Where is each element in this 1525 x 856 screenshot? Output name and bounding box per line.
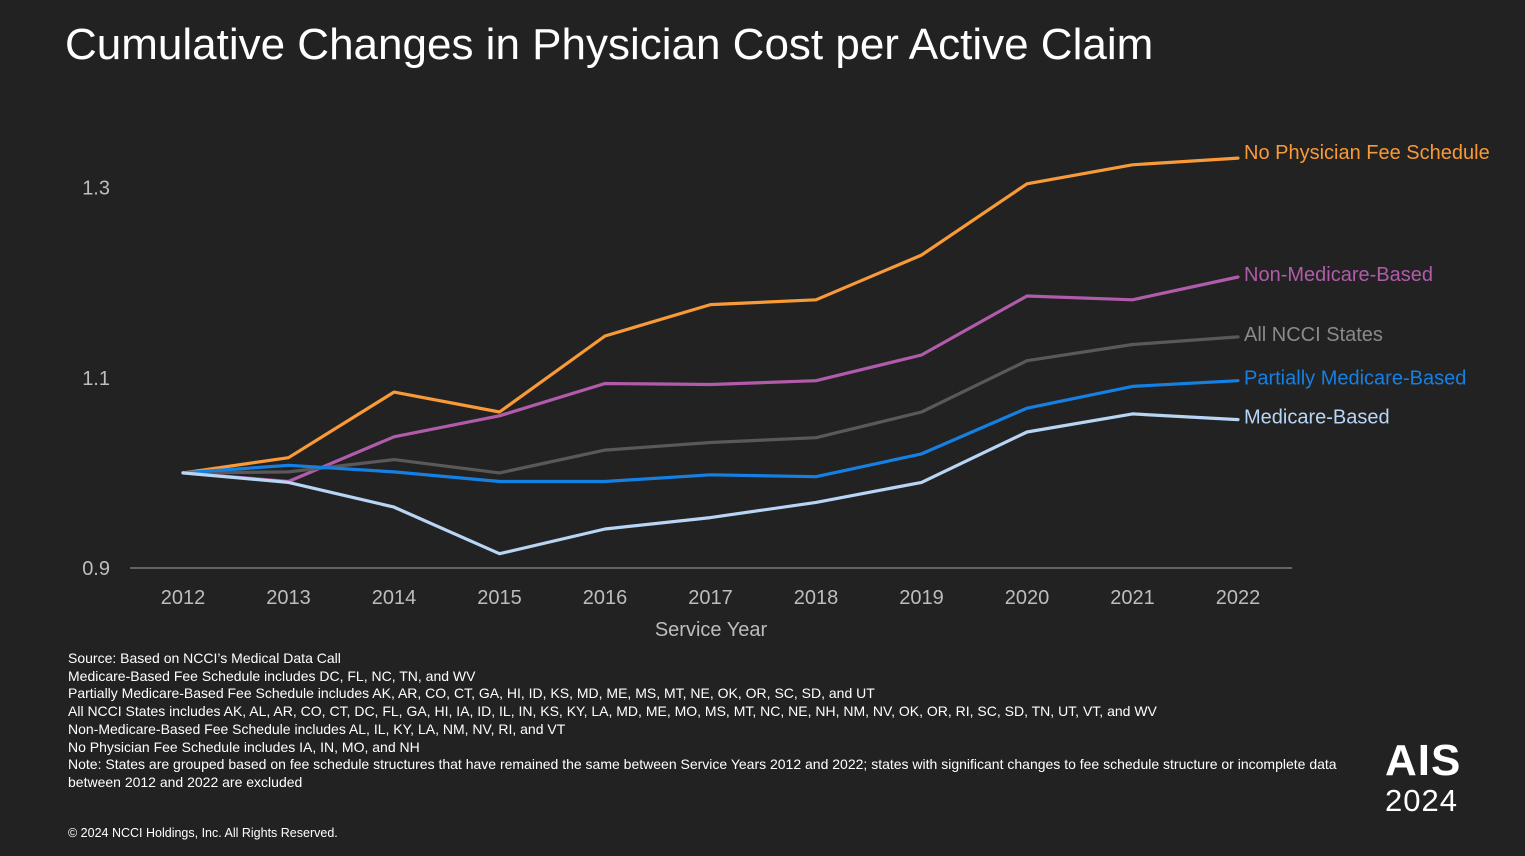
series-label: No Physician Fee Schedule <box>1244 142 1490 164</box>
x-tick-label: 2018 <box>794 587 839 609</box>
x-tick-label: 2013 <box>266 587 311 609</box>
series-label: Medicare-Based <box>1244 407 1390 429</box>
x-tick-label: 2016 <box>583 587 628 609</box>
line-chart: 0.9 1.1 1.3 2012 2013 2014 2015 2016 2017 2018 201… <box>82 142 1490 641</box>
x-tick-label: 2017 <box>688 587 733 609</box>
note-all-ncci: All NCCI States includes AK, AL, AR, CO,… <box>68 703 1157 720</box>
logo-name: AIS <box>1385 736 1462 785</box>
x-tick-label: 2019 <box>899 587 944 609</box>
note-exclusions: Note: States are grouped based on fee sc… <box>68 756 1337 790</box>
series-line <box>181 156 1240 475</box>
series-line <box>181 275 1240 484</box>
logo-year: 2024 <box>1385 783 1458 818</box>
note-medicare-based: Medicare-Based Fee Schedule includes DC,… <box>68 667 476 684</box>
chart-title: Cumulative Changes in Physician Cost per… <box>65 20 1154 69</box>
ais-logo: AIS 2024 <box>1385 738 1485 818</box>
series-line <box>181 335 1240 475</box>
x-tick-label: 2014 <box>372 587 417 609</box>
chart-notes: Source: Based on NCCI’s Medical Data Cal… <box>68 650 1368 792</box>
note-source: Source: Based on NCCI’s Medical Data Cal… <box>68 650 341 666</box>
y-tick-label: 1.1 <box>82 368 110 390</box>
note-no-fee-schedule: No Physician Fee Schedule includes IA, I… <box>68 738 420 755</box>
copyright: © 2024 NCCI Holdings, Inc. All Rights Re… <box>68 826 338 840</box>
x-tick-label: 2020 <box>1005 587 1050 609</box>
y-tick-label: 0.9 <box>82 558 110 580</box>
series-label: Partially Medicare-Based <box>1244 368 1466 390</box>
x-axis-label: Service Year <box>655 619 768 641</box>
series-line <box>181 412 1240 556</box>
x-tick-label: 2021 <box>1110 587 1155 609</box>
x-tick-label: 2012 <box>161 587 206 609</box>
note-non-medicare-based: Non-Medicare-Based Fee Schedule includes… <box>68 720 566 737</box>
x-tick-label: 2022 <box>1216 587 1261 609</box>
note-partially-medicare-based: Partially Medicare-Based Fee Schedule in… <box>68 685 875 702</box>
series-line <box>181 379 1240 484</box>
y-tick-label: 1.3 <box>82 178 110 200</box>
series-label: Non-Medicare-Based <box>1244 264 1433 286</box>
series-label: All NCCI States <box>1244 324 1383 346</box>
x-tick-label: 2015 <box>477 587 522 609</box>
